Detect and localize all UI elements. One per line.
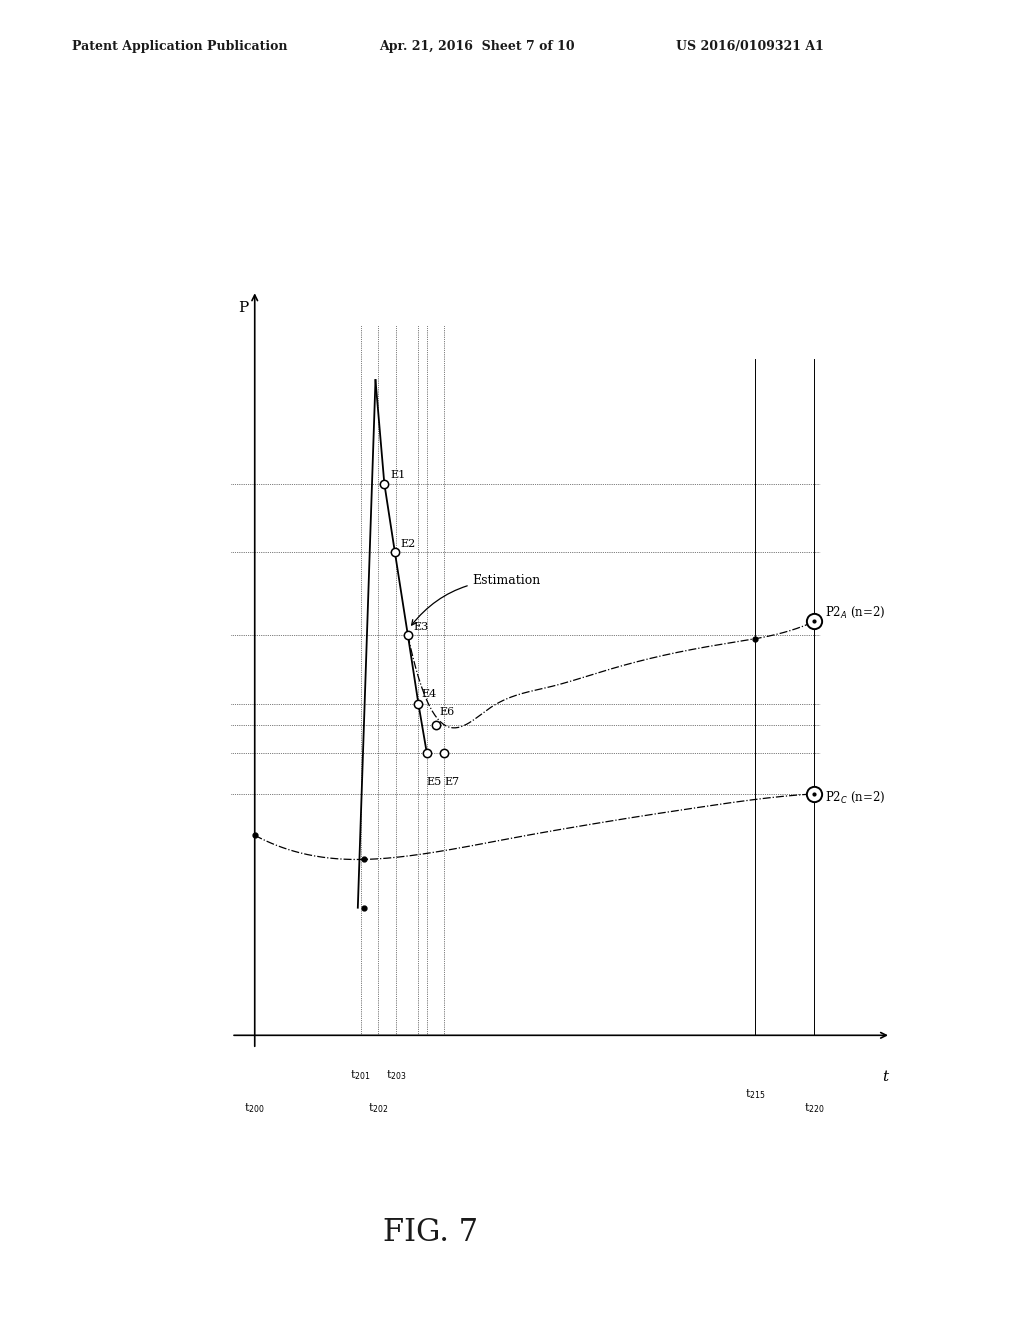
Text: Apr. 21, 2016  Sheet 7 of 10: Apr. 21, 2016 Sheet 7 of 10 xyxy=(379,40,574,53)
Text: t$_{215}$: t$_{215}$ xyxy=(745,1088,766,1101)
Text: E4: E4 xyxy=(422,689,436,698)
Text: E2: E2 xyxy=(400,539,416,549)
Text: US 2016/0109321 A1: US 2016/0109321 A1 xyxy=(676,40,823,53)
Text: t: t xyxy=(882,1069,888,1084)
Text: Estimation: Estimation xyxy=(412,574,541,626)
Text: P2$_A$ (n=2): P2$_A$ (n=2) xyxy=(825,605,886,620)
Text: t$_{202}$: t$_{202}$ xyxy=(368,1101,389,1114)
Text: Patent Application Publication: Patent Application Publication xyxy=(72,40,287,53)
Text: FIG. 7: FIG. 7 xyxy=(383,1217,477,1247)
Text: E5: E5 xyxy=(427,777,442,787)
Text: t$_{201}$: t$_{201}$ xyxy=(350,1068,371,1081)
Text: t$_{200}$: t$_{200}$ xyxy=(245,1101,265,1114)
Text: E6: E6 xyxy=(439,706,455,717)
Text: t$_{220}$: t$_{220}$ xyxy=(804,1101,824,1114)
Text: t$_{203}$: t$_{203}$ xyxy=(386,1068,407,1081)
Text: E3: E3 xyxy=(414,622,429,632)
Text: E7: E7 xyxy=(444,777,460,787)
Text: P: P xyxy=(238,301,248,314)
Text: P2$_C$ (n=2): P2$_C$ (n=2) xyxy=(825,789,886,805)
Text: E1: E1 xyxy=(390,470,406,480)
